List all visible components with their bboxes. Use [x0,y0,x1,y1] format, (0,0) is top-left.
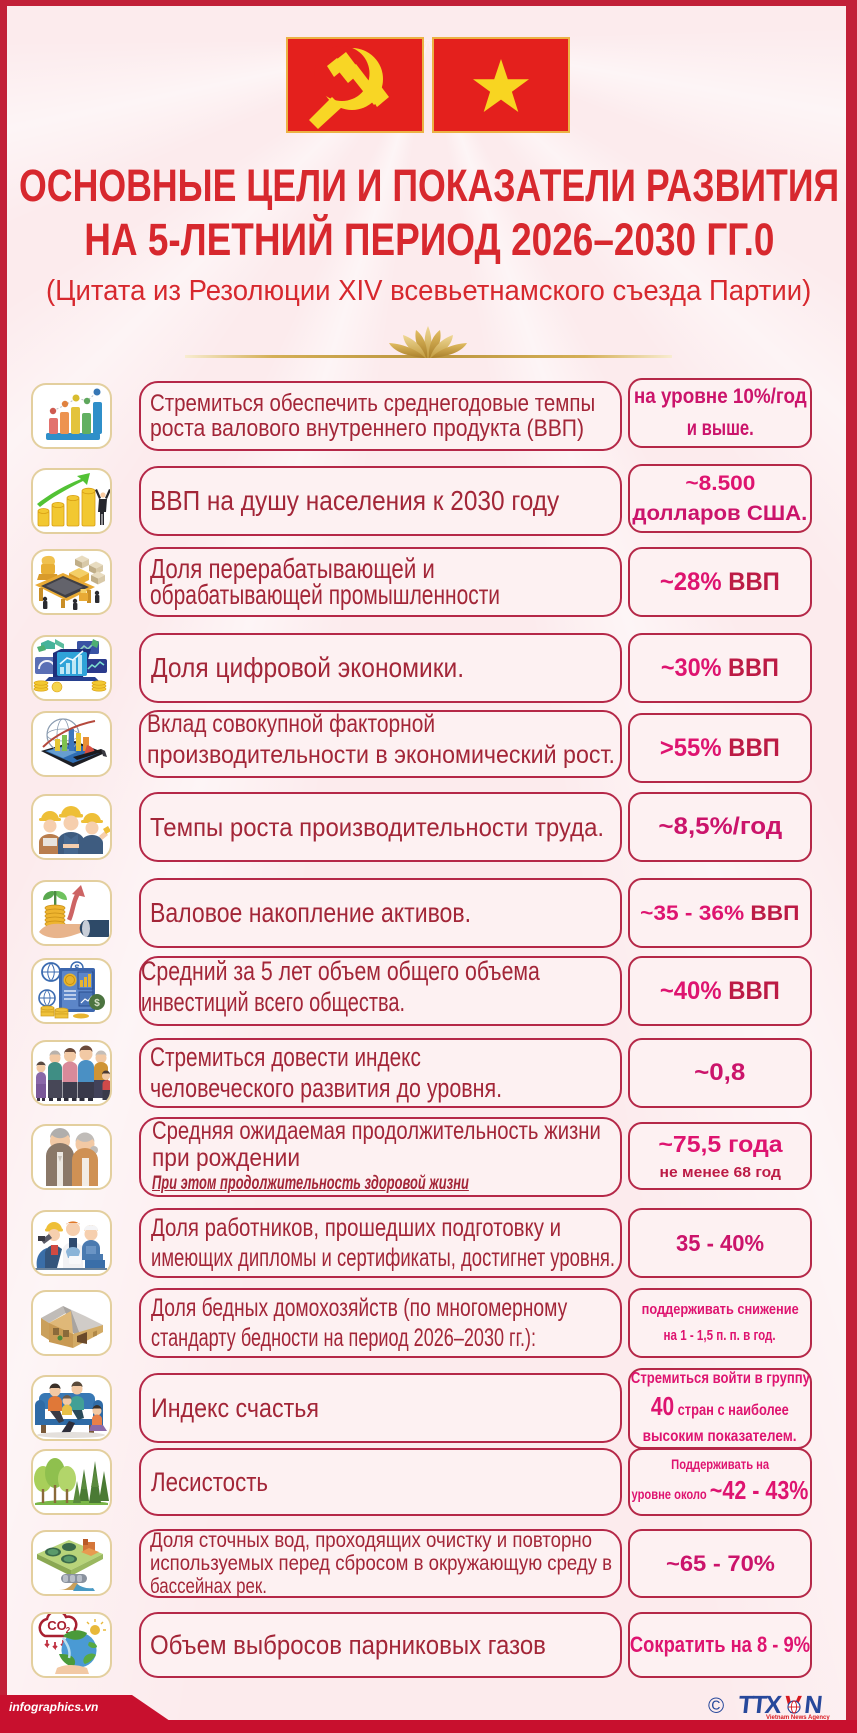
svg-text:2: 2 [66,1626,71,1635]
svg-text:TTX: TTX [737,1691,783,1719]
svg-text:©: © [708,1693,724,1718]
svg-text:$: $ [94,998,100,1009]
svg-text:N: N [803,1691,824,1719]
svg-text:Vietnam News Agency: Vietnam News Agency [766,1715,830,1721]
svg-text:CO: CO [47,1618,67,1633]
